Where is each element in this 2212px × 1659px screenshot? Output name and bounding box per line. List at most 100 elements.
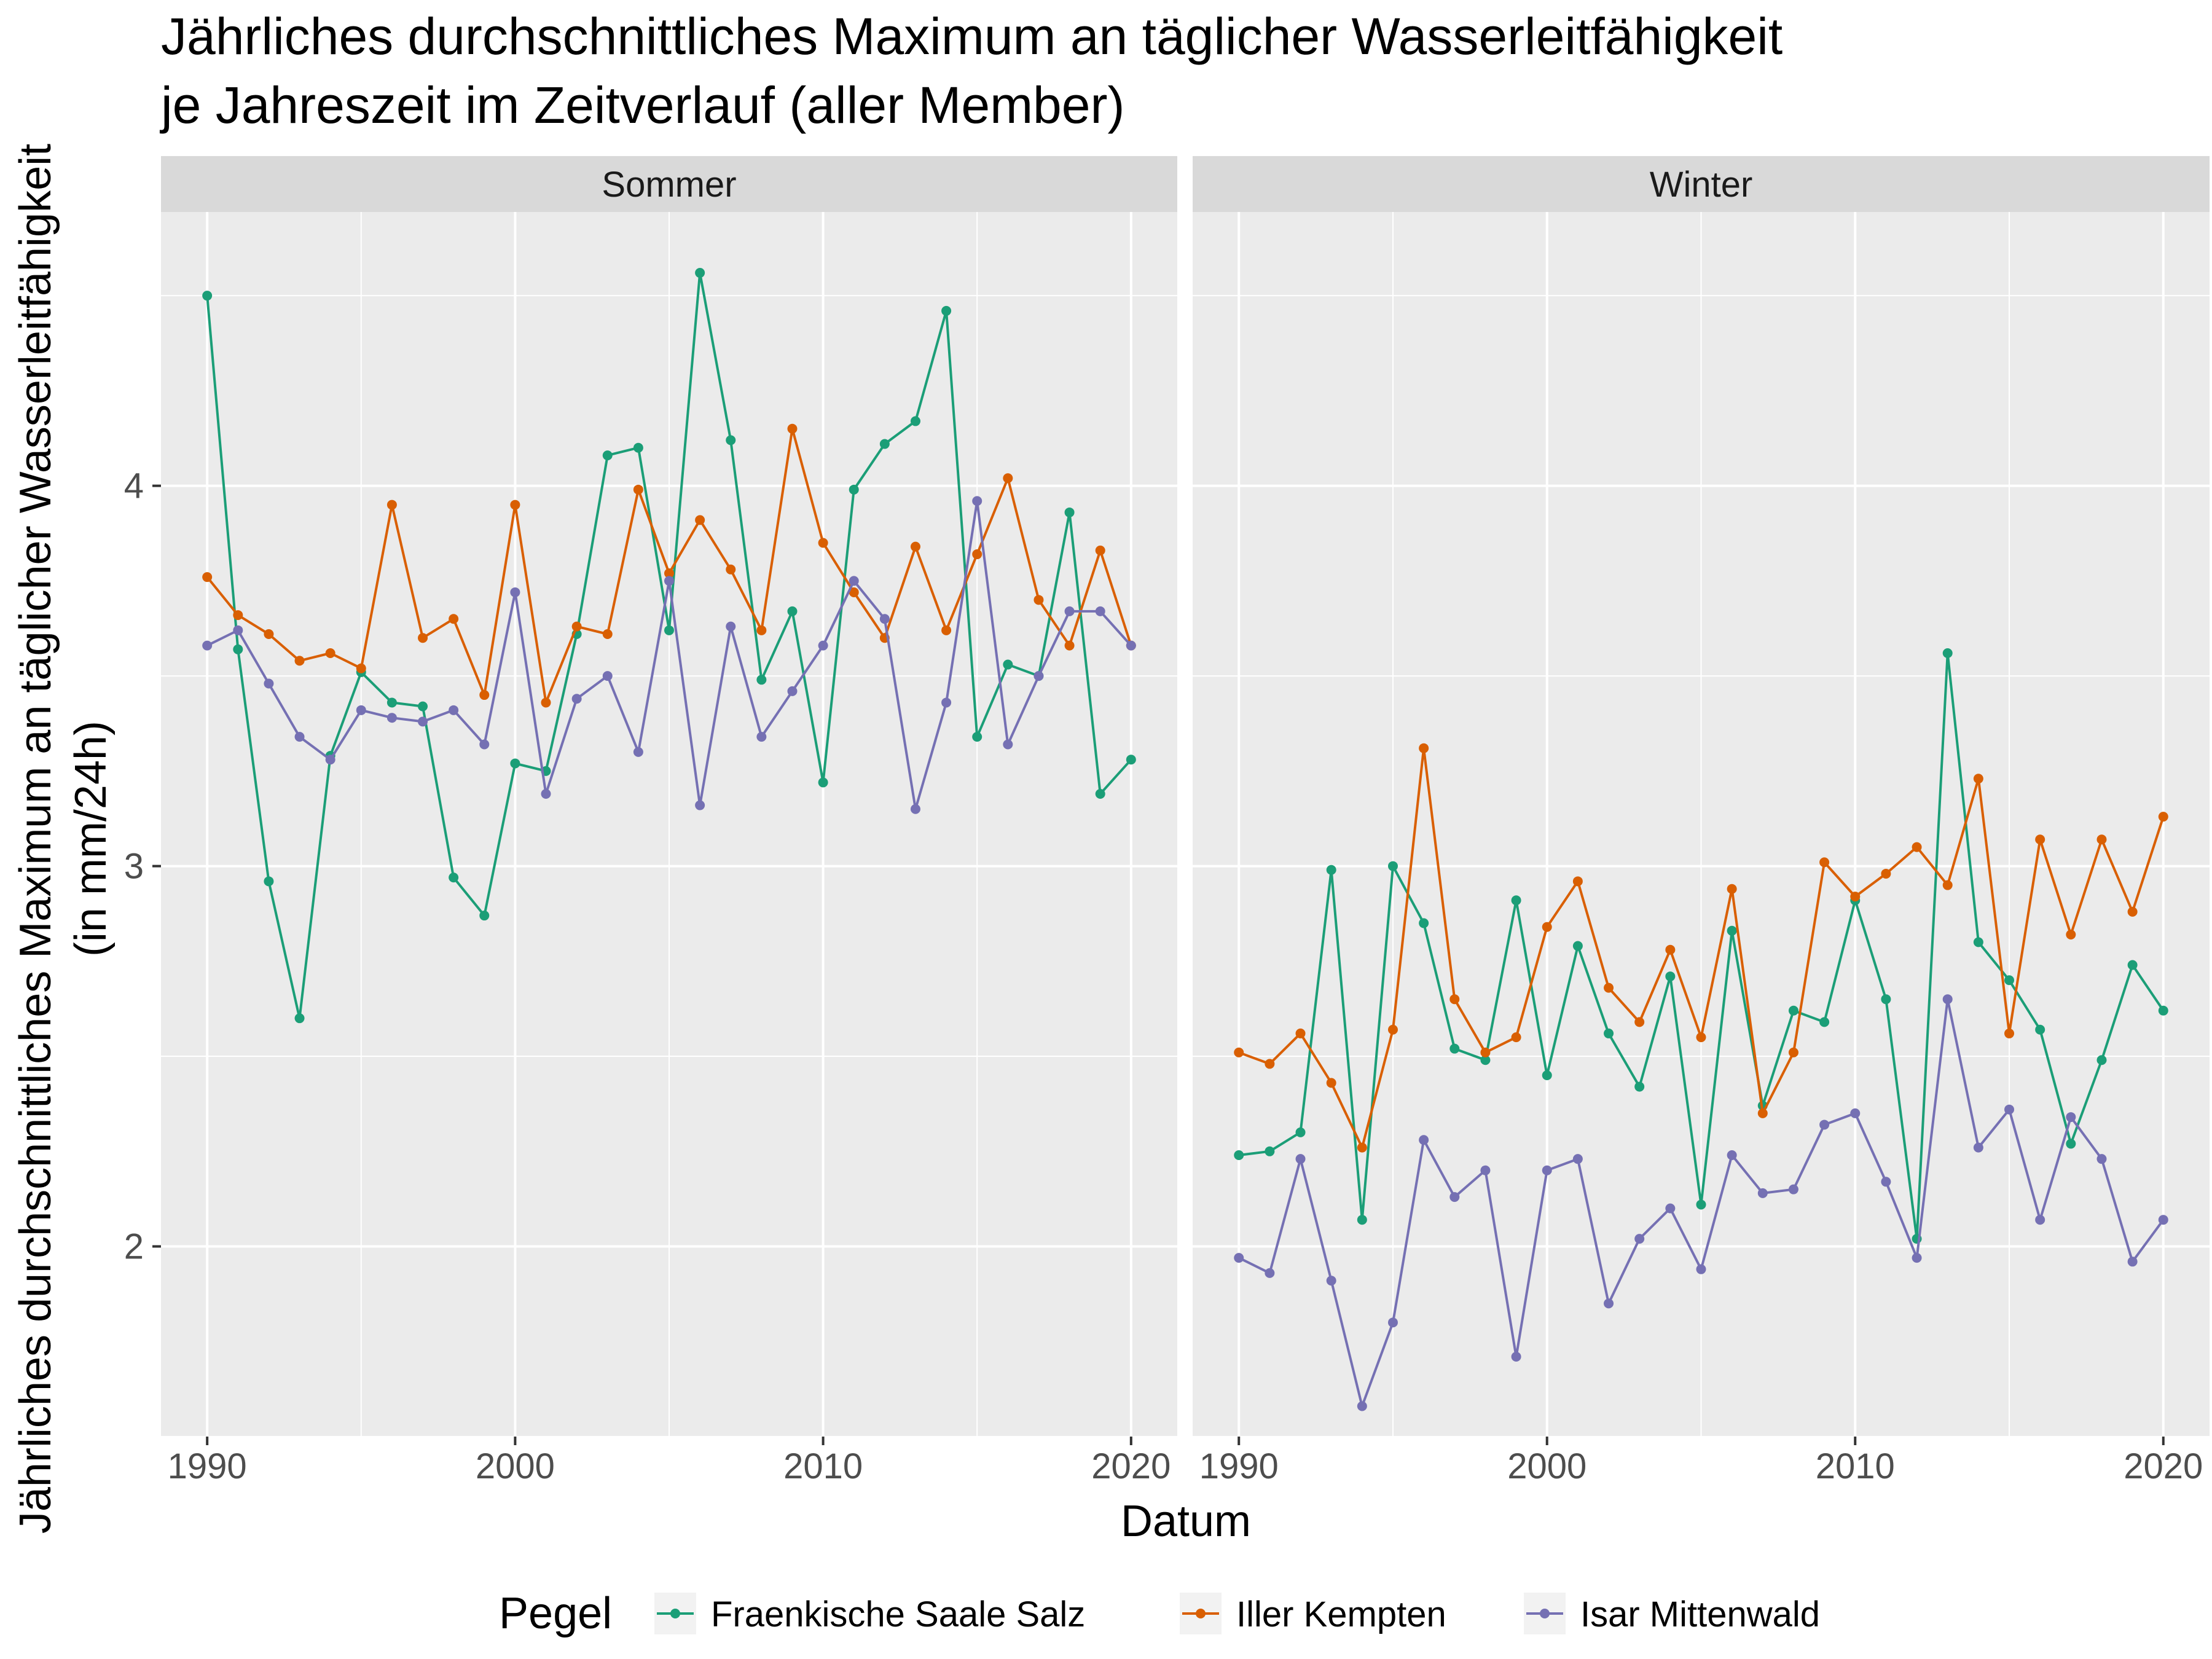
legend-label: Iller Kempten xyxy=(1236,1594,1446,1634)
data-point xyxy=(1542,922,1552,932)
x-tick-label: 2000 xyxy=(1507,1446,1586,1486)
data-point xyxy=(1973,937,1983,947)
data-point xyxy=(294,656,305,666)
data-point xyxy=(541,697,551,708)
legend-item: Fraenkische Saale Salz xyxy=(654,1593,1085,1634)
data-point xyxy=(264,629,274,640)
data-point xyxy=(2096,1154,2107,1164)
data-point xyxy=(386,713,397,723)
data-point xyxy=(418,633,428,643)
data-point xyxy=(602,450,613,461)
data-point xyxy=(1819,857,1830,868)
x-tick-label: 2010 xyxy=(1816,1446,1895,1486)
data-point xyxy=(2096,1055,2107,1065)
data-point xyxy=(1788,1184,1798,1194)
data-point xyxy=(1572,876,1583,887)
data-point xyxy=(2158,812,2168,822)
facet-strip-sommer xyxy=(161,156,1177,212)
data-point xyxy=(1326,865,1336,875)
data-point xyxy=(510,587,520,597)
data-point xyxy=(941,697,952,708)
data-point xyxy=(1542,1165,1552,1175)
data-point xyxy=(1419,743,1429,753)
facet-label-sommer: Sommer xyxy=(602,165,736,205)
data-point xyxy=(1387,1317,1398,1328)
data-point xyxy=(1265,1268,1275,1278)
data-point xyxy=(510,500,520,510)
data-point xyxy=(571,694,582,704)
legend: Pegel Fraenkische Saale Salz Iller Kempte… xyxy=(499,1589,1820,1638)
data-point xyxy=(1942,994,1953,1005)
data-point xyxy=(1727,1150,1737,1160)
data-point xyxy=(602,671,613,681)
data-point xyxy=(1326,1078,1336,1088)
data-point xyxy=(664,625,674,635)
data-point xyxy=(910,541,920,552)
data-point xyxy=(202,572,213,582)
data-point xyxy=(2035,1024,2045,1035)
data-point xyxy=(664,576,674,586)
data-point xyxy=(818,640,828,651)
chart-title-line-1: Jährliches durchschnittliches Maximum an… xyxy=(161,7,1783,65)
panel-winter: Winter 1990 2000 2010 2020 xyxy=(1193,156,2210,1486)
data-point xyxy=(1480,1165,1491,1175)
data-point xyxy=(2127,906,2138,917)
data-point xyxy=(233,625,243,635)
data-point xyxy=(1634,1017,1645,1027)
data-point xyxy=(1126,755,1136,765)
data-point xyxy=(449,614,459,624)
data-point xyxy=(941,625,952,635)
data-point xyxy=(1850,1108,1861,1118)
legend-key-point xyxy=(1540,1609,1550,1618)
series-isar-mittenwald xyxy=(202,496,1136,814)
data-point xyxy=(1295,1028,1306,1038)
x-tick-label: 2020 xyxy=(1091,1446,1171,1486)
data-point xyxy=(2004,1104,2015,1115)
data-point xyxy=(2035,834,2045,845)
data-point xyxy=(202,640,213,651)
data-point xyxy=(449,873,459,883)
data-point xyxy=(664,568,674,578)
data-point xyxy=(386,500,397,510)
data-point xyxy=(910,416,920,426)
legend-label: Isar Mittenwald xyxy=(1580,1594,1820,1634)
data-point xyxy=(1850,892,1861,902)
data-point xyxy=(1033,595,1044,605)
data-point xyxy=(2066,1139,2076,1149)
data-point xyxy=(2158,1215,2168,1225)
data-point xyxy=(1634,1234,1645,1244)
data-point xyxy=(879,614,890,624)
data-point xyxy=(972,732,982,742)
data-point xyxy=(1696,1264,1706,1274)
data-point xyxy=(356,705,366,715)
data-point xyxy=(941,305,952,316)
data-point xyxy=(756,732,767,742)
data-point xyxy=(1942,880,1953,890)
data-point xyxy=(633,442,643,453)
data-point xyxy=(1973,1142,1983,1153)
x-tick-label: 2010 xyxy=(783,1446,863,1486)
data-point xyxy=(1727,925,1737,936)
y-tick-label: 3 xyxy=(124,847,144,887)
data-point xyxy=(356,663,366,673)
panel-sommer: Sommer 1990 2000 2010 2020 2 3 4 xyxy=(124,156,1177,1486)
data-point xyxy=(787,423,798,434)
data-point xyxy=(2035,1215,2045,1225)
data-point xyxy=(325,648,335,658)
data-point xyxy=(1511,1352,1521,1362)
data-point xyxy=(1788,1005,1798,1016)
data-point xyxy=(756,675,767,685)
y-axis-title-line-2: (in mm/24h) xyxy=(66,721,116,957)
data-point xyxy=(2004,1028,2015,1038)
data-point xyxy=(1003,473,1013,484)
data-point xyxy=(1572,941,1583,951)
data-point xyxy=(849,576,859,586)
data-point xyxy=(1387,1024,1398,1035)
data-point xyxy=(510,758,520,769)
data-point xyxy=(1788,1047,1798,1057)
legend-item: Isar Mittenwald xyxy=(1524,1593,1820,1634)
data-point xyxy=(325,755,335,765)
series-isar-mittenwald xyxy=(1234,994,2168,1411)
data-point xyxy=(1665,1203,1676,1214)
